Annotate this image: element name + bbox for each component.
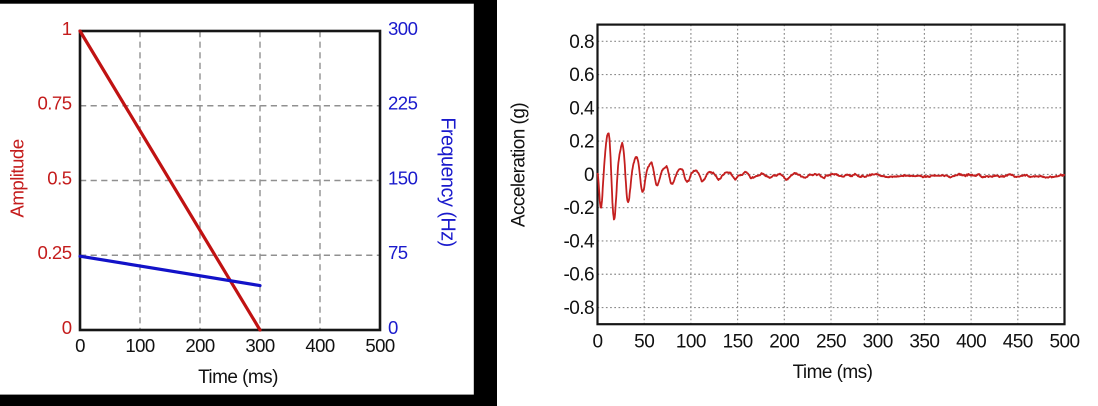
svg-text:400: 400 — [956, 332, 986, 353]
svg-text:-0.6: -0.6 — [563, 265, 594, 286]
svg-text:300: 300 — [388, 18, 418, 39]
svg-text:150: 150 — [388, 167, 418, 188]
svg-text:1: 1 — [62, 18, 72, 39]
svg-text:0.2: 0.2 — [569, 132, 594, 153]
svg-text:0: 0 — [62, 317, 72, 338]
svg-text:300: 300 — [245, 335, 275, 356]
svg-text:-0.4: -0.4 — [563, 232, 595, 253]
svg-text:Frequency (Hz): Frequency (Hz) — [437, 117, 459, 246]
svg-text:0: 0 — [75, 335, 85, 356]
svg-text:0.4: 0.4 — [569, 98, 595, 119]
svg-text:500: 500 — [365, 335, 395, 356]
svg-text:50: 50 — [634, 332, 654, 353]
svg-text:300: 300 — [863, 332, 893, 353]
svg-text:250: 250 — [816, 332, 846, 353]
svg-text:450: 450 — [1003, 332, 1033, 353]
svg-text:Acceleration (g): Acceleration (g) — [509, 103, 530, 227]
svg-text:0: 0 — [592, 332, 602, 353]
svg-text:100: 100 — [125, 335, 155, 356]
svg-text:350: 350 — [909, 332, 939, 353]
svg-text:-0.8: -0.8 — [563, 298, 594, 319]
svg-text:0.8: 0.8 — [569, 32, 594, 53]
svg-text:75: 75 — [388, 242, 408, 263]
svg-text:Time (ms): Time (ms) — [198, 367, 278, 388]
svg-text:150: 150 — [723, 332, 753, 353]
svg-text:400: 400 — [305, 335, 335, 356]
svg-text:0.75: 0.75 — [38, 93, 72, 114]
svg-text:Amplitude: Amplitude — [7, 139, 28, 217]
svg-text:0: 0 — [388, 317, 398, 338]
svg-text:100: 100 — [676, 332, 706, 353]
svg-text:500: 500 — [1049, 332, 1079, 353]
svg-text:Time (ms): Time (ms) — [793, 362, 873, 383]
svg-text:0.5: 0.5 — [47, 167, 71, 188]
svg-text:200: 200 — [185, 335, 215, 356]
svg-text:225: 225 — [388, 93, 418, 114]
svg-text:0.6: 0.6 — [569, 65, 594, 86]
svg-text:0: 0 — [584, 165, 594, 186]
svg-text:0.25: 0.25 — [38, 242, 72, 263]
svg-text:200: 200 — [769, 332, 799, 353]
svg-text:-0.2: -0.2 — [563, 198, 594, 219]
